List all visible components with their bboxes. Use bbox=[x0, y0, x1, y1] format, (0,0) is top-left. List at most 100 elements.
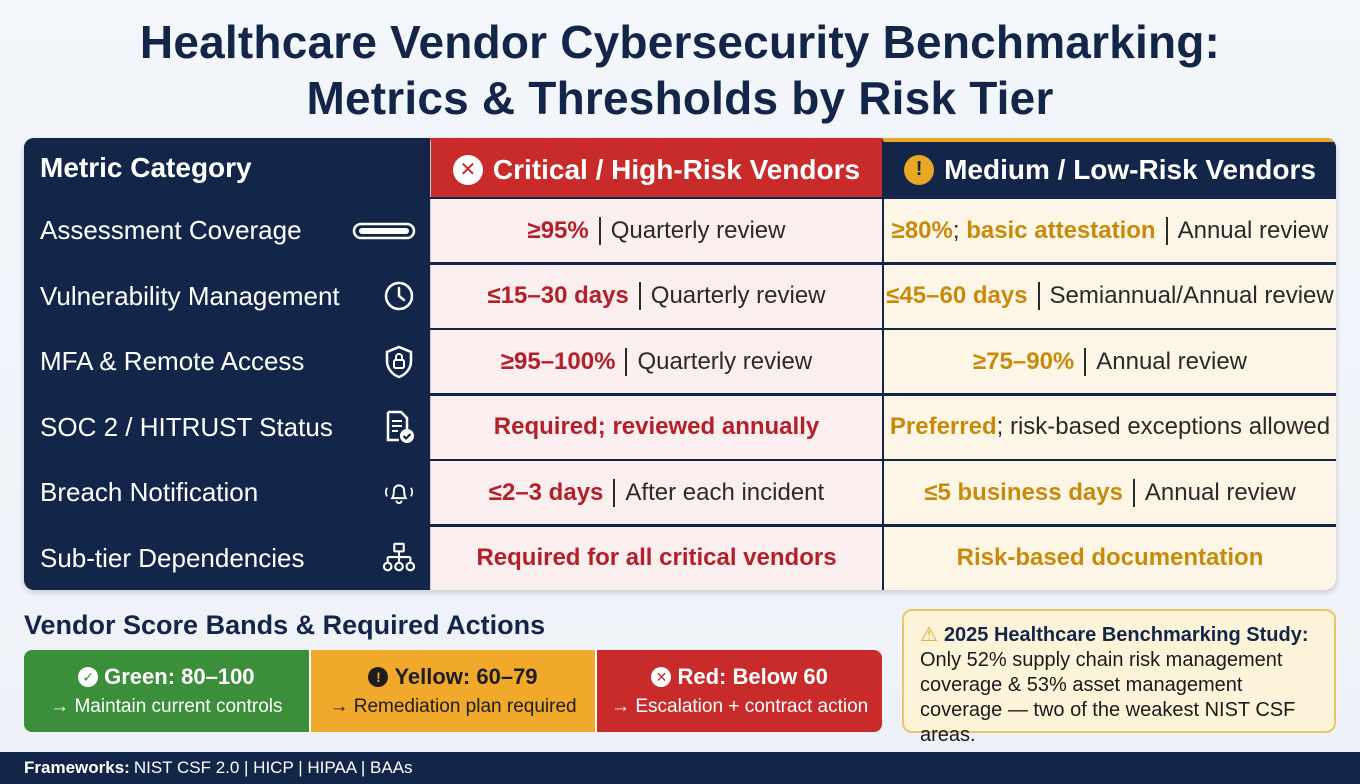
metric-label: Breach Notification bbox=[40, 477, 259, 507]
band-yellow: ! Yellow: 60–79 → Remediation plan requi… bbox=[308, 650, 598, 732]
medium-cell: ≥75–90% Annual review bbox=[882, 330, 1336, 393]
table-row: Breach Notification ≤2–3 days After each… bbox=[24, 459, 1336, 524]
medium-threshold: ≥75–90% bbox=[973, 347, 1075, 375]
critical-cadence: Quarterly review bbox=[650, 282, 826, 309]
band-red-action: → Escalation + contract action bbox=[611, 696, 869, 717]
title-line-2: Metrics & Thresholds by Risk Tier bbox=[306, 72, 1054, 124]
medium-cadence: Annual review bbox=[1096, 347, 1247, 375]
footer-label: Frameworks: bbox=[24, 758, 130, 777]
table-row: Assessment Coverage ≥95% Quarterly revie… bbox=[24, 197, 1336, 262]
header-critical-vendors: ✕ Critical / High-Risk Vendors bbox=[430, 138, 882, 197]
separator bbox=[1037, 282, 1040, 310]
footer-frameworks: NIST CSF 2.0 | HICP | HIPAA | BAAs bbox=[133, 758, 413, 777]
band-yellow-action: → Remediation plan required bbox=[329, 696, 577, 717]
medium-threshold: ≤45–60 days bbox=[886, 282, 1028, 309]
separator bbox=[1165, 216, 1168, 245]
critical-threshold: ≥95% bbox=[527, 216, 589, 244]
metric-cell: Sub-tier Dependencies bbox=[24, 527, 430, 590]
separator bbox=[598, 216, 601, 245]
critical-cell: ≥95–100% Quarterly review bbox=[430, 330, 882, 393]
separator bbox=[613, 478, 616, 507]
band-red-label: Red: Below 60 bbox=[677, 664, 828, 689]
score-bands: ✓ Green: 80–100 → Maintain current contr… bbox=[24, 650, 882, 732]
header-medium-vendors: ! Medium / Low-Risk Vendors bbox=[882, 138, 1336, 197]
document-check-icon bbox=[382, 410, 416, 444]
medium-threshold: ≤5 business days bbox=[924, 478, 1123, 506]
critical-threshold: Required for all critical vendors bbox=[476, 544, 837, 571]
medium-cadence: Annual review bbox=[1177, 216, 1329, 244]
band-yellow-label: Yellow: 60–79 bbox=[394, 664, 538, 689]
critical-cadence: After each incident bbox=[625, 478, 825, 506]
medium-note: ; risk-based exceptions allowed bbox=[996, 413, 1331, 440]
medium-cadence: Annual review bbox=[1144, 478, 1296, 506]
shield-lock-icon bbox=[382, 345, 416, 379]
critical-cadence: Quarterly review bbox=[637, 347, 813, 375]
metric-label: MFA & Remote Access bbox=[40, 346, 305, 376]
x-circle-icon: ✕ bbox=[651, 667, 672, 687]
medium-cell: ≥80% ; basic attestation Annual review bbox=[882, 199, 1336, 262]
band-green-action: → Maintain current controls bbox=[50, 696, 283, 717]
table-row: Sub-tier Dependencies Required for all c… bbox=[24, 524, 1336, 590]
table-row: MFA & Remote Access ≥95–100% Quarterly r… bbox=[24, 328, 1336, 393]
separator bbox=[625, 347, 628, 376]
table-row: Vulnerability Management ≤15–30 days Qua… bbox=[24, 262, 1336, 328]
footer-bar: Frameworks: NIST CSF 2.0 | HICP | HIPAA … bbox=[0, 752, 1360, 784]
metric-cell: Breach Notification bbox=[24, 461, 430, 524]
table-header-row: Metric Category ✕ Critical / High-Risk V… bbox=[24, 138, 1336, 197]
check-circle-icon: ✓ bbox=[78, 667, 99, 687]
medium-cell: ≤45–60 days Semiannual/Annual review bbox=[882, 264, 1336, 328]
critical-cell: ≤15–30 days Quarterly review bbox=[430, 264, 882, 328]
metric-cell: Assessment Coverage bbox=[24, 199, 430, 262]
medium-cell: Preferred ; risk-based exceptions allowe… bbox=[882, 395, 1336, 459]
medium-cell: Risk-based documentation bbox=[882, 526, 1336, 590]
progress-bar-icon bbox=[352, 214, 416, 248]
medium-threshold: Preferred bbox=[889, 413, 997, 440]
critical-threshold: ≤15–30 days bbox=[487, 282, 629, 309]
clock-icon bbox=[382, 279, 416, 313]
medium-cadence: Semiannual/Annual review bbox=[1049, 282, 1334, 309]
x-circle-icon: ✕ bbox=[452, 154, 483, 185]
study-callout: ⚠ 2025 Healthcare Benchmarking Study: On… bbox=[902, 609, 1336, 746]
band-green-label: Green: 80–100 bbox=[104, 664, 255, 689]
header-metric-category: Metric Category bbox=[24, 138, 430, 197]
medium-note: ; bbox=[952, 216, 967, 244]
table-row: SOC 2 / HITRUST Status Required; reviewe… bbox=[24, 393, 1336, 459]
medium-threshold: ≥80% bbox=[891, 216, 953, 244]
metrics-table: Metric Category ✕ Critical / High-Risk V… bbox=[24, 138, 1336, 590]
bell-alert-icon bbox=[382, 476, 416, 510]
critical-cell: Required; reviewed annually bbox=[430, 395, 882, 459]
metric-cell: SOC 2 / HITRUST Status bbox=[24, 396, 430, 459]
study-body: Only 52% supply chain risk management co… bbox=[920, 649, 1296, 746]
critical-threshold: ≤2–3 days bbox=[488, 478, 604, 506]
hierarchy-icon bbox=[382, 541, 416, 575]
metric-label: SOC 2 / HITRUST Status bbox=[40, 411, 333, 442]
separator bbox=[1132, 478, 1135, 507]
critical-cadence: Quarterly review bbox=[610, 216, 786, 244]
study-title: 2025 Healthcare Benchmarking Study: bbox=[943, 624, 1309, 646]
band-red: ✕ Red: Below 60 → Escalation + contract … bbox=[597, 650, 882, 732]
band-green: ✓ Green: 80–100 → Maintain current contr… bbox=[24, 650, 309, 732]
critical-threshold: ≥95–100% bbox=[500, 347, 616, 375]
metric-label: Vulnerability Management bbox=[40, 280, 340, 311]
metric-label: Assessment Coverage bbox=[40, 215, 302, 245]
page-title: Healthcare Vendor Cybersecurity Benchmar… bbox=[0, 14, 1360, 126]
header-medium-label: Medium / Low-Risk Vendors bbox=[944, 153, 1316, 185]
warning-icon: ⚠ bbox=[920, 624, 938, 646]
metric-label: Sub-tier Dependencies bbox=[40, 542, 305, 573]
separator bbox=[1084, 347, 1087, 376]
title-line-1: Healthcare Vendor Cybersecurity Benchmar… bbox=[139, 16, 1221, 68]
medium-threshold-extra: basic attestation bbox=[966, 216, 1156, 244]
header-critical-label: Critical / High-Risk Vendors bbox=[492, 153, 861, 185]
metric-cell: Vulnerability Management bbox=[24, 265, 430, 328]
critical-cell: ≥95% Quarterly review bbox=[430, 199, 882, 262]
metric-cell: MFA & Remote Access bbox=[24, 330, 430, 393]
critical-cell: ≤2–3 days After each incident bbox=[430, 461, 882, 524]
medium-threshold: Risk-based documentation bbox=[956, 544, 1264, 571]
critical-cell: Required for all critical vendors bbox=[430, 526, 882, 590]
separator bbox=[638, 282, 641, 310]
critical-threshold: Required; reviewed annually bbox=[493, 413, 820, 440]
exclamation-circle-icon: ! bbox=[904, 154, 935, 185]
exclamation-circle-icon: ! bbox=[368, 667, 389, 687]
medium-cell: ≤5 business days Annual review bbox=[882, 461, 1336, 524]
bands-title: Vendor Score Bands & Required Actions bbox=[24, 610, 546, 640]
